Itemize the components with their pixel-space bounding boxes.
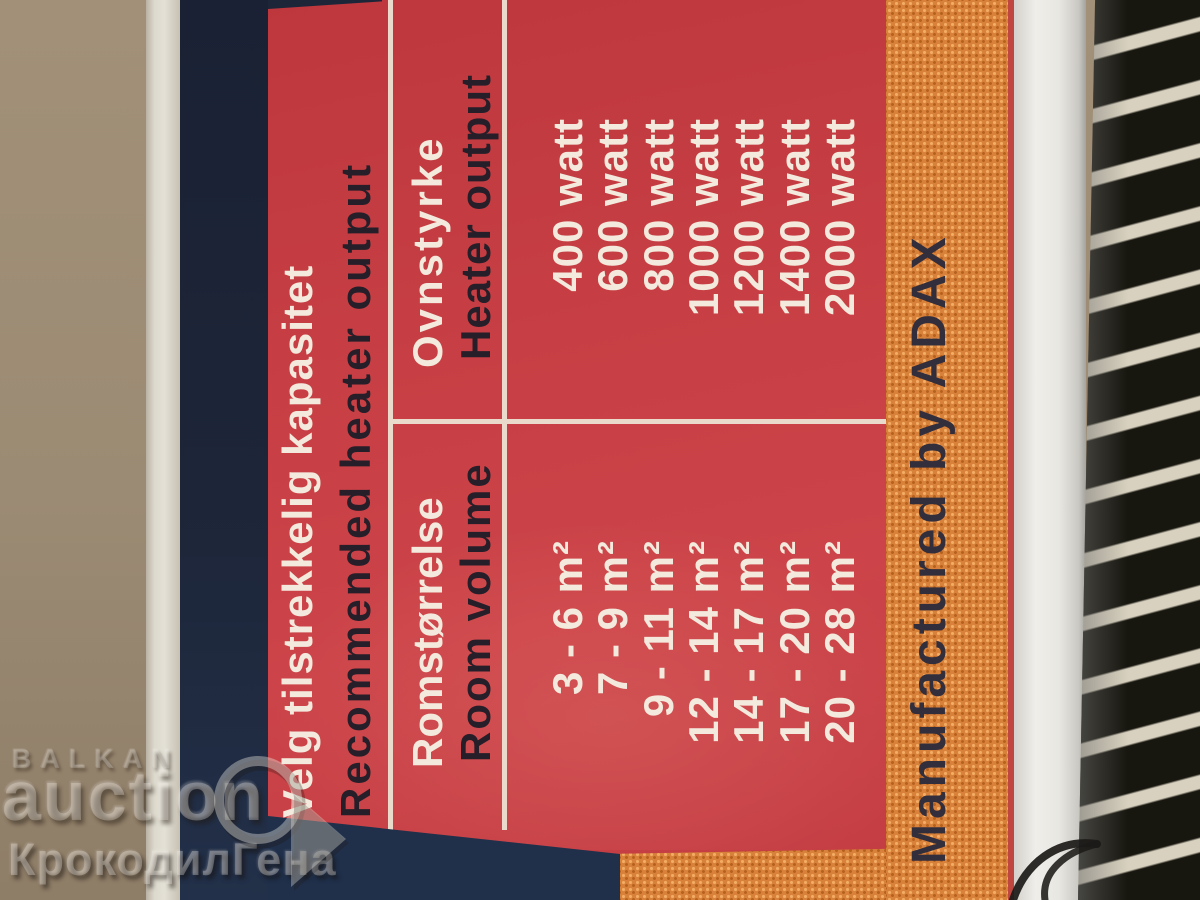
panel-highlight	[268, 520, 886, 850]
heater-output-value: 1400 watt	[771, 118, 818, 317]
column-header-room-english: Room volume	[452, 462, 499, 762]
column-header-room-norwegian: Romstørrelse	[404, 497, 451, 768]
heater-output-value: 800 watt	[635, 118, 682, 292]
capacity-table-panel: Velg tilstrekkelig kapasitet Recommended…	[268, 0, 886, 900]
heater-output-value: 400 watt	[544, 118, 591, 292]
table-divider-under-headers	[502, 0, 507, 830]
room-volume-value: 9 - 11 m²	[635, 540, 682, 718]
room-volume-value: 20 - 28 m²	[816, 540, 863, 744]
column-header-output-english: Heater output	[452, 74, 499, 360]
box-edge-left	[146, 0, 180, 900]
table-title-english: Recommended heater output	[332, 161, 379, 818]
table-column-divider	[388, 419, 886, 424]
capacity-table-rotated-content: Velg tilstrekkelig kapasitet Recommended…	[268, 0, 886, 830]
box-edge-right	[1014, 0, 1086, 900]
box-navy-corner	[268, 0, 382, 9]
heater-output-value: 2000 watt	[816, 118, 863, 317]
room-volume-value: 14 - 17 m²	[725, 540, 772, 744]
table-title-norwegian: Velg tilstrekkelig kapasitet	[274, 264, 321, 818]
orange-bottom-band	[620, 848, 886, 900]
table-divider-under-title	[388, 0, 393, 830]
heater-output-value: 1000 watt	[680, 118, 727, 317]
heater-output-value: 1200 watt	[725, 118, 772, 317]
room-volume-value: 12 - 14 m²	[680, 540, 727, 744]
power-cord	[1009, 839, 1101, 900]
column-header-output-norwegian: Ovnstyrke	[404, 135, 451, 368]
room-volume-value: 7 - 9 m²	[589, 540, 636, 696]
orange-side-band: Manufactured by ADAX	[886, 0, 1014, 900]
heater-output-value: 600 watt	[589, 118, 636, 292]
room-volume-value: 17 - 20 m²	[771, 540, 818, 744]
room-volume-value: 3 - 6 m²	[544, 540, 591, 696]
box-navy-panel	[180, 0, 268, 900]
manufacturer-text: Manufactured by ADAX	[903, 232, 956, 864]
